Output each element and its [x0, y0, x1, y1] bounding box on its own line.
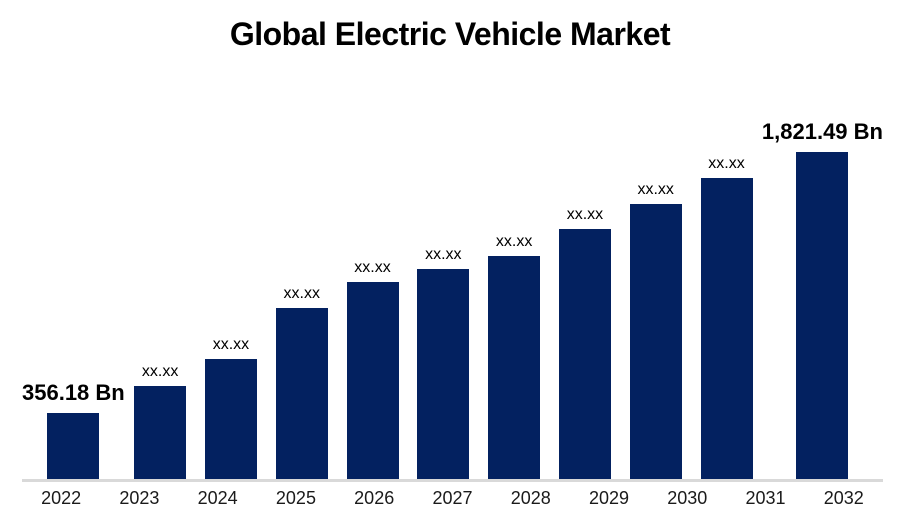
bar-value-label-2023: xx.xx	[141, 363, 179, 381]
bar-column-2022: 356.18 Bn	[22, 59, 125, 479]
x-tick-2028: 2028	[510, 488, 551, 508]
bar-column-2024: xx.xx	[196, 59, 267, 479]
bar-value-label-2025: xx.xx	[283, 285, 320, 303]
bar-2027	[417, 269, 470, 479]
bar-2026	[346, 282, 399, 479]
bar-value-label-2028: xx.xx	[495, 233, 533, 251]
bar-value-label-2024: xx.xx	[212, 336, 250, 354]
x-tick-2023: 2023	[119, 488, 160, 508]
bar-2024	[204, 359, 257, 479]
bar-value-label-2031: xx.xx	[708, 155, 745, 173]
x-tick-2022: 2022	[41, 488, 82, 508]
chart-title: Global Electric Vehicle Market	[229, 16, 671, 52]
bar-value-label-2032: 1,821.49 Bn	[761, 118, 883, 144]
bar-column-2028: xx.xx	[479, 59, 550, 479]
bar-value-label-2022: 356.18 Bn	[22, 379, 125, 405]
bar-column-2032: 1,821.49 Bn	[762, 59, 883, 479]
bar-column-2027: xx.xx	[408, 59, 479, 479]
bar-2030	[629, 204, 682, 479]
bar-2029	[558, 229, 611, 479]
bar-chart: 356.18 Bn xx.xx xx.xx xx.xx xx.xx xx.xx xx.xx x…	[22, 0, 883, 525]
bars-area: 356.18 Bn xx.xx xx.xx xx.xx xx.xx xx.xx xx.xx x…	[22, 59, 883, 479]
x-tick-2029: 2029	[588, 488, 630, 508]
bar-2022	[47, 413, 100, 479]
bar-value-label-2029: xx.xx	[566, 206, 604, 224]
x-axis-line	[22, 479, 883, 482]
bar-column-2023: xx.xx	[125, 59, 196, 479]
x-tick-2030: 2030	[667, 488, 708, 508]
bar-column-2030: xx.xx	[620, 59, 691, 479]
bar-column-2029: xx.xx	[550, 59, 621, 479]
x-tick-2024: 2024	[197, 488, 238, 508]
x-axis-labels: 2022 2023 2024 2025 2026 2027 2028 2029 2030 2031…	[22, 488, 883, 509]
bar-2025	[275, 308, 328, 479]
x-tick-2031: 2031	[745, 488, 786, 508]
bar-2028	[488, 256, 541, 479]
bar-value-label-2027: xx.xx	[425, 246, 462, 264]
bar-2032	[796, 152, 849, 479]
x-tick-2025: 2025	[275, 488, 316, 508]
x-tick-2027: 2027	[432, 488, 473, 508]
bar-2031	[700, 178, 753, 479]
bar-column-2026: xx.xx	[337, 59, 408, 479]
bar-value-label-2030: xx.xx	[637, 181, 674, 199]
bar-value-label-2026: xx.xx	[354, 259, 391, 277]
bar-2023	[134, 386, 187, 479]
x-tick-2032: 2032	[823, 488, 864, 508]
x-tick-2026: 2026	[354, 488, 395, 508]
bar-column-2031: xx.xx	[691, 59, 762, 479]
bar-column-2025: xx.xx	[266, 59, 337, 479]
